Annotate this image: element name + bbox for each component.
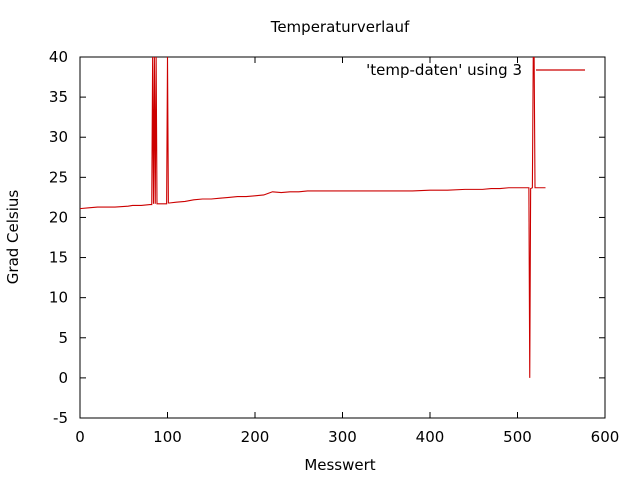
x-tick-label: 100 — [153, 428, 182, 446]
axes — [79, 56, 606, 419]
y-tick-label: 35 — [49, 88, 68, 106]
legend: 'temp-daten' using 3 — [366, 61, 585, 79]
series-line — [80, 57, 546, 378]
x-axis-label: Messwert — [304, 456, 375, 474]
y-tick-label: 40 — [49, 48, 68, 66]
x-tick-label: 200 — [241, 428, 270, 446]
y-tick-label: 5 — [58, 329, 68, 347]
x-tick-label: 300 — [328, 428, 357, 446]
y-tick-label: 0 — [58, 369, 68, 387]
series-layer — [80, 57, 546, 378]
x-tick-label: 0 — [75, 428, 85, 446]
y-tick-label: 10 — [49, 289, 68, 307]
ticks: 0 100 200 300 400 500 600 -5 0 5 10 15 20 25 30 35 40 — [49, 48, 619, 446]
x-tick-label: 600 — [591, 428, 620, 446]
y-tick-label: 25 — [49, 168, 68, 186]
y-axis-label: Grad Celsius — [4, 190, 22, 285]
chart-title: Temperaturverlauf — [270, 18, 410, 36]
x-tick-label: 500 — [503, 428, 532, 446]
y-tick-label: 30 — [49, 128, 68, 146]
y-tick-label: -5 — [53, 409, 68, 427]
plot-frame — [79, 56, 606, 419]
legend-label: 'temp-daten' using 3 — [366, 61, 522, 79]
y-tick-label: 20 — [49, 208, 68, 226]
y-tick-label: 15 — [49, 249, 68, 267]
x-tick-label: 400 — [416, 428, 445, 446]
